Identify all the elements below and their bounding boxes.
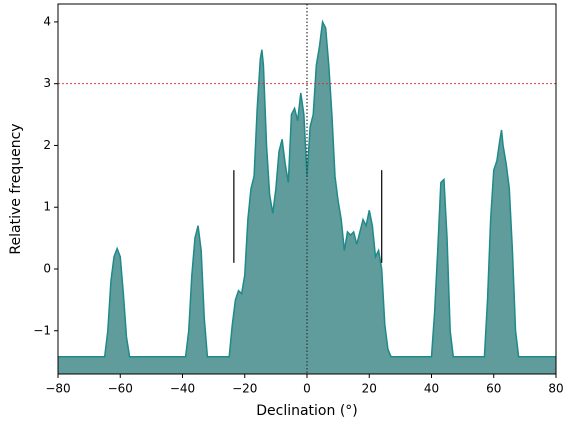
y-tick-label: −1 [33, 323, 51, 337]
y-tick-label: 1 [43, 200, 51, 214]
x-tick-label: −20 [232, 382, 257, 396]
x-tick-label: 80 [548, 382, 563, 396]
x-axis-label: Declination (°) [256, 403, 358, 419]
y-axis-label: Relative frequency [8, 123, 24, 254]
x-tick-label: 60 [486, 382, 501, 396]
y-tick-label: 4 [43, 14, 51, 28]
line [58, 19, 556, 358]
x-tick-label: 0 [303, 382, 311, 396]
y-tick-label: 2 [43, 138, 51, 152]
x-tick-label: −80 [45, 382, 70, 396]
y-tick-label: 0 [43, 261, 51, 275]
x-tick-label: −40 [170, 382, 195, 396]
x-tick-label: −60 [108, 382, 133, 396]
x-tick-label: 20 [362, 382, 377, 396]
x-tick-label: 40 [424, 382, 439, 396]
y-tick-label: 3 [43, 76, 51, 90]
